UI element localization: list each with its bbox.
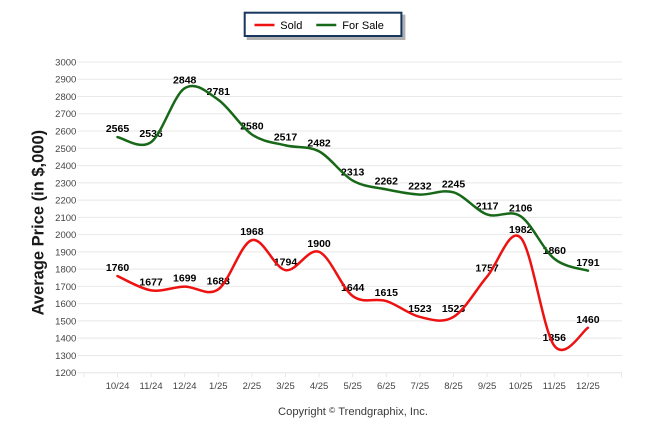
svg-text:2300: 2300 (55, 178, 76, 189)
svg-text:1699: 1699 (173, 273, 197, 285)
svg-text:10/24: 10/24 (106, 381, 130, 392)
svg-text:2100: 2100 (55, 213, 76, 224)
svg-text:2400: 2400 (55, 161, 76, 172)
svg-text:2245: 2245 (442, 178, 466, 190)
svg-text:9/25: 9/25 (478, 381, 497, 392)
svg-text:1800: 1800 (55, 265, 76, 276)
svg-text:10/25: 10/25 (509, 381, 533, 392)
svg-text:11/24: 11/24 (140, 381, 163, 392)
svg-text:6/25: 6/25 (377, 381, 396, 392)
svg-text:2482: 2482 (307, 138, 331, 150)
svg-text:1500: 1500 (55, 316, 76, 327)
svg-text:2781: 2781 (207, 86, 231, 98)
svg-text:1460: 1460 (576, 314, 600, 326)
svg-text:1968: 1968 (240, 226, 264, 238)
svg-text:1523: 1523 (408, 303, 432, 315)
svg-text:12/24: 12/24 (173, 381, 197, 392)
svg-text:2600: 2600 (55, 126, 76, 137)
svg-text:1982: 1982 (509, 224, 533, 236)
svg-text:2200: 2200 (55, 196, 76, 207)
svg-text:1356: 1356 (543, 332, 567, 344)
svg-text:3000: 3000 (55, 57, 76, 68)
svg-text:11/25: 11/25 (543, 381, 566, 392)
svg-text:2000: 2000 (55, 230, 76, 241)
svg-text:1200: 1200 (55, 368, 76, 379)
svg-text:1791: 1791 (576, 257, 600, 269)
svg-text:2262: 2262 (375, 175, 399, 187)
svg-text:5/25: 5/25 (343, 381, 362, 392)
svg-text:1600: 1600 (55, 299, 76, 310)
svg-text:1900: 1900 (55, 247, 76, 258)
svg-text:2500: 2500 (55, 144, 76, 155)
svg-text:2848: 2848 (173, 74, 197, 86)
svg-text:1615: 1615 (375, 287, 399, 299)
svg-text:1677: 1677 (139, 276, 163, 288)
svg-text:1300: 1300 (55, 351, 76, 362)
svg-text:2565: 2565 (106, 123, 130, 135)
svg-text:2117: 2117 (476, 201, 499, 213)
svg-text:2106: 2106 (509, 202, 533, 214)
svg-text:2900: 2900 (55, 75, 76, 86)
svg-text:For Sale: For Sale (342, 20, 384, 32)
svg-text:4/25: 4/25 (310, 381, 329, 392)
svg-text:3/25: 3/25 (276, 381, 295, 392)
svg-text:Average Price (in $,000): Average Price (in $,000) (29, 130, 47, 316)
svg-text:2232: 2232 (408, 181, 432, 193)
svg-text:1/25: 1/25 (209, 381, 228, 392)
svg-text:Sold: Sold (280, 20, 302, 32)
svg-text:12/25: 12/25 (576, 381, 600, 392)
svg-text:1900: 1900 (307, 238, 331, 250)
svg-text:1700: 1700 (55, 282, 76, 293)
svg-text:8/25: 8/25 (444, 381, 463, 392)
svg-text:2517: 2517 (274, 131, 298, 143)
svg-text:2536: 2536 (139, 128, 163, 140)
svg-text:2700: 2700 (55, 109, 76, 120)
svg-text:Copyright © Trendgraphix, Inc.: Copyright © Trendgraphix, Inc. (278, 405, 428, 418)
svg-text:7/25: 7/25 (411, 381, 430, 392)
svg-text:2/25: 2/25 (243, 381, 262, 392)
svg-text:1400: 1400 (55, 334, 76, 345)
svg-text:2800: 2800 (55, 92, 76, 103)
svg-text:1760: 1760 (106, 262, 130, 274)
